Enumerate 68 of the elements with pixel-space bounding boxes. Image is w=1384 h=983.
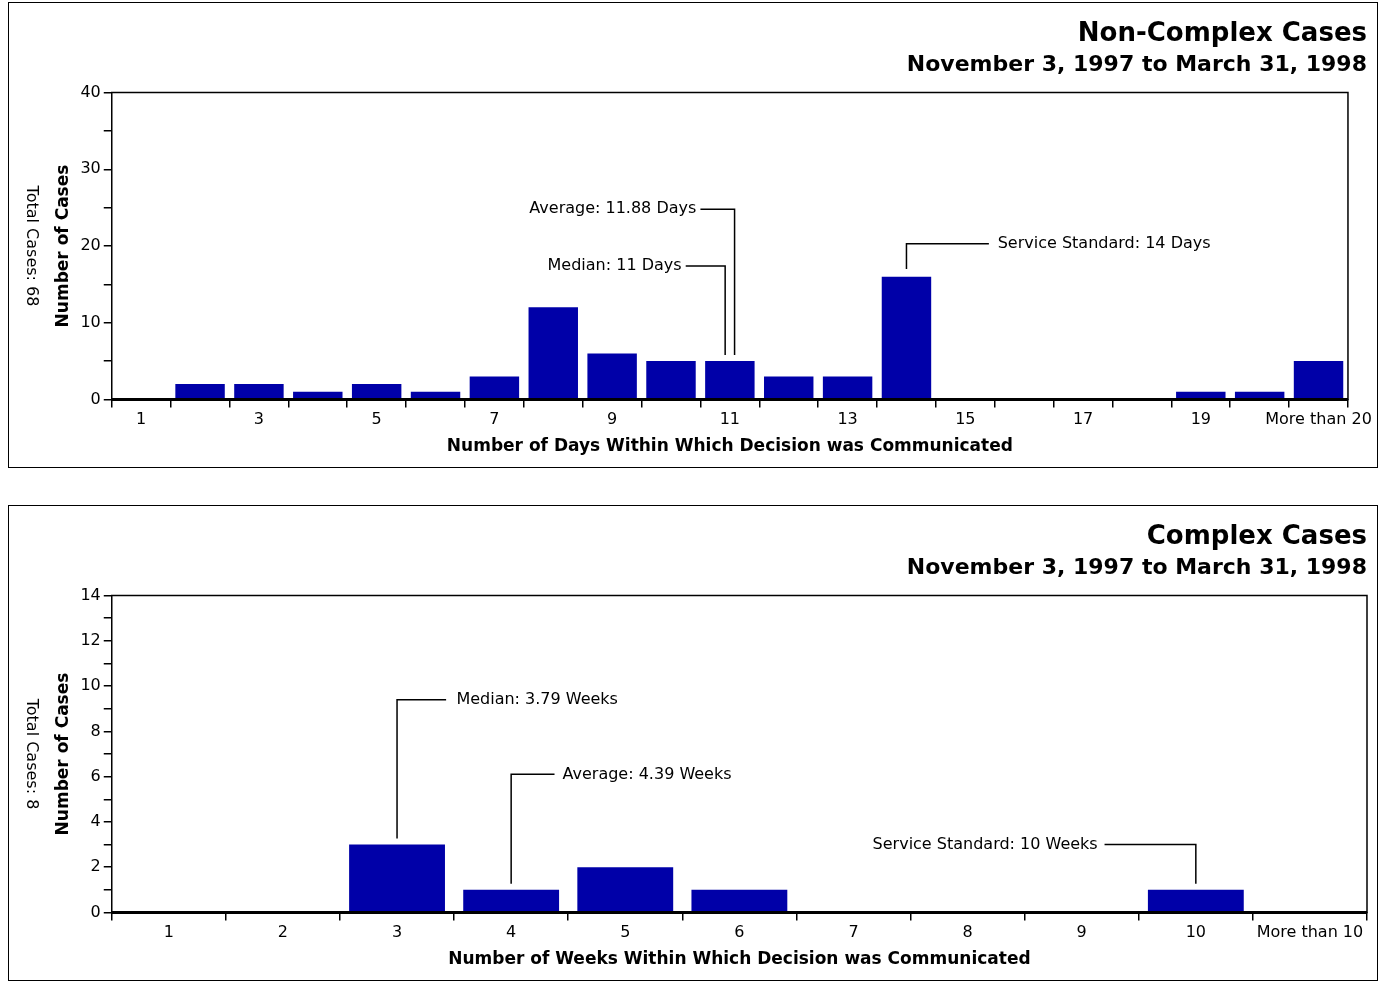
bar [351, 384, 402, 399]
annotation: Service Standard: 14 Days [997, 232, 1211, 252]
chart-title: Complex Cases [1146, 520, 1367, 551]
bar [349, 844, 445, 912]
x-tick-label: More than 10 [1256, 922, 1364, 942]
x-tick-label: 9 [1076, 922, 1087, 942]
x-tick-label: 10 [1185, 922, 1207, 942]
bar [1147, 889, 1244, 912]
x-tick-label: 1 [136, 409, 147, 429]
y-tick-label: 8 [90, 720, 101, 740]
bar [577, 867, 674, 912]
y-tick-label: 0 [90, 901, 101, 921]
annotation: Median: 11 Days [547, 255, 682, 275]
chart-title: Non-Complex Cases [1077, 17, 1367, 48]
x-tick-label: 13 [837, 409, 858, 429]
bar [1293, 361, 1344, 399]
bar [646, 361, 696, 399]
bar [175, 384, 225, 399]
bar [705, 361, 755, 399]
x-tick-label: 7 [848, 922, 859, 942]
bar [881, 276, 932, 399]
x-axis-title: Number of Days Within Which Decision was Communicated [446, 435, 1013, 456]
x-tick-label: 17 [1072, 409, 1094, 429]
x-tick-label: 1 [163, 922, 174, 942]
x-tick-label: 2 [277, 922, 289, 942]
x-tick-label: 15 [955, 409, 976, 429]
y-tick-label: 6 [90, 765, 101, 785]
x-tick-label: 3 [391, 922, 403, 942]
x-tick-label: 6 [734, 922, 745, 942]
text: Total Cases: 8 [22, 697, 42, 810]
y-tick-label: 10 [80, 311, 101, 331]
x-tick-label: More than 20 [1265, 409, 1372, 429]
x-tick-label: 4 [506, 922, 517, 942]
x-tick-label: 3 [253, 409, 265, 429]
annotation: Average: 11.88 Days [529, 198, 697, 218]
x-tick-label: 7 [489, 409, 500, 429]
x-tick-label: 11 [719, 409, 741, 429]
chart-subtitle: November 3, 1997 to March 31, 1998 [906, 51, 1367, 77]
x-tick-label: 19 [1190, 409, 1211, 429]
chart-subtitle: November 3, 1997 to March 31, 1998 [906, 554, 1367, 580]
y-axis-title: Number of Cases [51, 672, 72, 836]
bar [528, 307, 578, 399]
annotation: Median: 3.79 Weeks [456, 688, 618, 708]
bar [463, 889, 560, 912]
x-tick-label: 9 [607, 409, 618, 429]
annotation: Service Standard: 10 Weeks [872, 833, 1098, 853]
y-tick-label: 4 [90, 811, 101, 831]
y-tick-label: 0 [90, 388, 101, 408]
x-tick-label: 5 [371, 409, 382, 429]
bar [234, 384, 284, 399]
x-axis-title: Number of Weeks Within Which Decision was Communicated [448, 948, 1031, 969]
bar [587, 353, 637, 399]
y-tick-label: 14 [80, 584, 101, 604]
y-tick-label: 20 [80, 235, 101, 255]
y-tick-label: 40 [80, 81, 101, 101]
text: Total Cases: 68 [22, 184, 42, 307]
bar [469, 376, 520, 399]
y-tick-label: 12 [80, 630, 101, 650]
x-tick-label: 8 [962, 922, 973, 942]
bar [822, 376, 873, 399]
bar [691, 889, 788, 912]
bar [764, 376, 814, 399]
y-tick-label: 30 [80, 158, 101, 178]
y-tick-label: 10 [80, 675, 101, 695]
x-tick-label: 5 [620, 922, 631, 942]
annotation: Average: 4.39 Weeks [562, 763, 732, 783]
y-tick-label: 2 [90, 856, 101, 876]
y-axis-title: Number of Cases [51, 164, 72, 328]
